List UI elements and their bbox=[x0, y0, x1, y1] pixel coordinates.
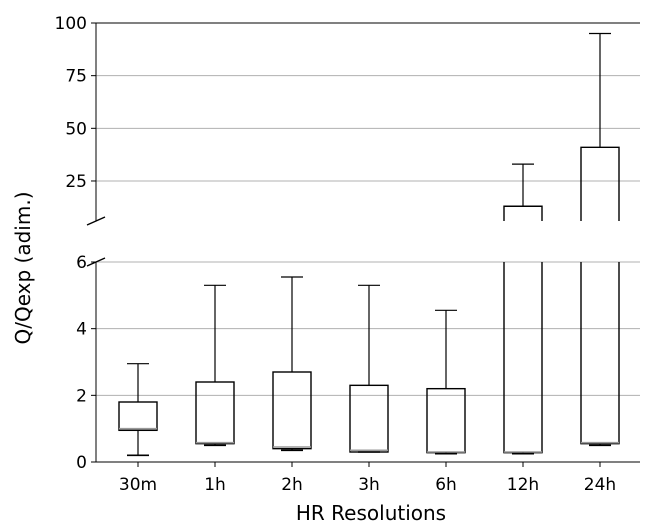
box-6h bbox=[426, 309, 466, 455]
y-tick-label-lower: 4 bbox=[76, 320, 87, 340]
y-tick-label-lower: 0 bbox=[76, 453, 87, 473]
x-axis-label: HR Resolutions bbox=[296, 501, 446, 525]
x-tick-label: 2h bbox=[281, 475, 303, 495]
y-tick-label-lower: 6 bbox=[76, 253, 87, 273]
box-30m bbox=[118, 363, 158, 457]
axis-ticks: 25 50 75 100 0 2 4 6 30m 1h 2h 3h 6h 12h 24h bbox=[55, 14, 617, 495]
break-mark-lower bbox=[86, 257, 106, 267]
box-body bbox=[195, 381, 235, 445]
boxes bbox=[118, 32, 620, 457]
y-tick-label-lower: 2 bbox=[76, 386, 87, 406]
box-2h bbox=[272, 276, 312, 452]
y-tick-label-upper: 100 bbox=[55, 14, 87, 34]
box-24h bbox=[580, 32, 620, 447]
box-body-lower bbox=[580, 262, 620, 445]
box-body-upper bbox=[580, 146, 620, 221]
box-3h bbox=[349, 284, 389, 453]
x-tick-label: 12h bbox=[507, 475, 539, 495]
box-12h bbox=[503, 163, 543, 455]
axis-spines bbox=[95, 22, 640, 463]
grid-lines bbox=[96, 22, 640, 463]
box-body-lower bbox=[503, 262, 543, 454]
box-body bbox=[118, 401, 158, 432]
x-tick-label: 24h bbox=[584, 475, 616, 495]
x-tick-label: 1h bbox=[204, 475, 226, 495]
axis-break-marks bbox=[86, 216, 106, 267]
box-body-upper bbox=[503, 205, 543, 221]
y-axis-label: Q/Qexp (adim.) bbox=[11, 191, 35, 344]
x-tick-label: 3h bbox=[358, 475, 380, 495]
y-tick-label-upper: 50 bbox=[65, 119, 87, 139]
box-body bbox=[426, 387, 466, 454]
y-tick-label-upper: 75 bbox=[65, 67, 87, 87]
y-tick-label-upper: 25 bbox=[65, 172, 87, 192]
box-1h bbox=[195, 284, 235, 447]
x-tick-label: 6h bbox=[435, 475, 457, 495]
break-mark-upper bbox=[86, 216, 106, 226]
x-tick-label: 30m bbox=[119, 475, 157, 495]
box-body bbox=[272, 371, 312, 450]
